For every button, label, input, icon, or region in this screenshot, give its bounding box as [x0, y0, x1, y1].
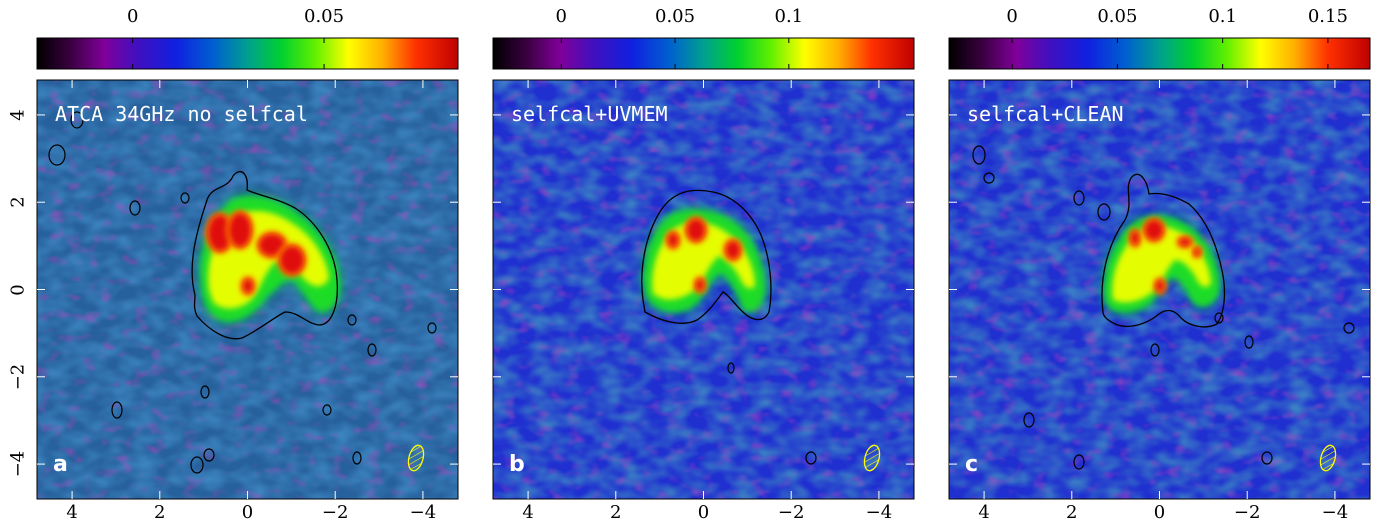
x-tick-label: 2 [154, 502, 166, 523]
contour-line [1214, 312, 1224, 324]
contour-line [1150, 343, 1160, 357]
colorbar-tick-label: 0.05 [655, 6, 696, 27]
colorbar-a [36, 37, 459, 70]
x-tick-label: 0 [1153, 502, 1166, 523]
contour-line [727, 362, 735, 374]
x-tick-label: 2 [610, 502, 622, 523]
contour-line [805, 451, 817, 465]
contour-line [191, 171, 338, 340]
contour-line [203, 448, 215, 462]
contour-line [200, 385, 210, 399]
x-tick-label: −2 [1233, 502, 1261, 523]
x-tick-label: 2 [1066, 502, 1078, 523]
colorbar-tick-label: 0 [555, 6, 567, 27]
panel-c [948, 37, 1371, 500]
contour-line [983, 172, 995, 184]
colorbar-b [492, 37, 915, 70]
contour-line [190, 456, 204, 474]
colorbar-tick-label: 0.1 [1208, 6, 1237, 27]
contour-line [1261, 451, 1273, 465]
source-emission [641, 189, 817, 465]
panel-letter: c [965, 452, 979, 477]
contour-line [367, 343, 377, 357]
panel-title: ATCA 34GHz no selfcal [55, 102, 308, 126]
colorbar-tick-label: 0.05 [303, 6, 345, 27]
x-tick-label: 0 [241, 502, 254, 523]
contour-line [1244, 335, 1254, 349]
panel-letter: a [53, 452, 68, 477]
y-tick-label: 2 [7, 196, 29, 208]
contour-line [48, 144, 66, 166]
beam-icon [863, 444, 881, 472]
contour-line [972, 145, 986, 165]
contour-line [427, 322, 437, 334]
x-tick-label: 4 [522, 502, 534, 523]
panel-b [492, 37, 915, 500]
image-c [949, 80, 1370, 499]
panel-a [36, 37, 459, 500]
colorbar-tick-label: 0 [1006, 6, 1018, 27]
image-b [493, 80, 914, 499]
x-tick-label: −2 [321, 502, 349, 523]
beam-icon [1319, 444, 1337, 472]
colorbar-tick-label: 0.1 [774, 6, 804, 27]
x-tick-label: −4 [409, 502, 437, 523]
contour-line [1343, 322, 1355, 334]
x-tick-label: −2 [777, 502, 805, 523]
image-a [37, 80, 458, 499]
panel-letter: b [509, 452, 525, 477]
panel-title: selfcal+CLEAN [967, 102, 1124, 126]
source-emission [48, 111, 437, 474]
y-tick-label: −4 [7, 450, 29, 478]
x-tick-label: −4 [865, 502, 893, 523]
contour-line [111, 401, 123, 419]
contour-line [1101, 173, 1226, 328]
colorbar-c [948, 37, 1371, 70]
contour-line [347, 314, 357, 326]
y-tick-label: 4 [7, 109, 29, 121]
contour-line [641, 189, 772, 324]
source-emission [972, 145, 1355, 470]
contour-line [322, 404, 332, 416]
colorbar-tick-label: 0 [126, 6, 139, 27]
contour-line [70, 111, 84, 129]
contour-line [180, 192, 190, 204]
y-tick-label: −2 [7, 363, 29, 391]
panel-title: selfcal+UVMEM [511, 102, 668, 126]
contour-line [1023, 412, 1035, 428]
contour-line [1097, 203, 1111, 221]
colorbar-tick-label: 0.15 [1307, 6, 1348, 27]
x-tick-label: 0 [697, 502, 710, 523]
x-tick-label: 4 [66, 502, 78, 523]
y-tick-label: 0 [7, 283, 29, 296]
x-tick-label: 4 [978, 502, 990, 523]
colorbar-tick-label: 0.05 [1097, 6, 1138, 27]
contour-line [352, 451, 362, 465]
contour-line [1073, 190, 1085, 206]
contour-line [129, 200, 141, 216]
panels-layer [36, 37, 1371, 500]
x-tick-label: −4 [1321, 502, 1349, 523]
beam-icon [407, 444, 425, 472]
contour-line [1073, 454, 1085, 470]
